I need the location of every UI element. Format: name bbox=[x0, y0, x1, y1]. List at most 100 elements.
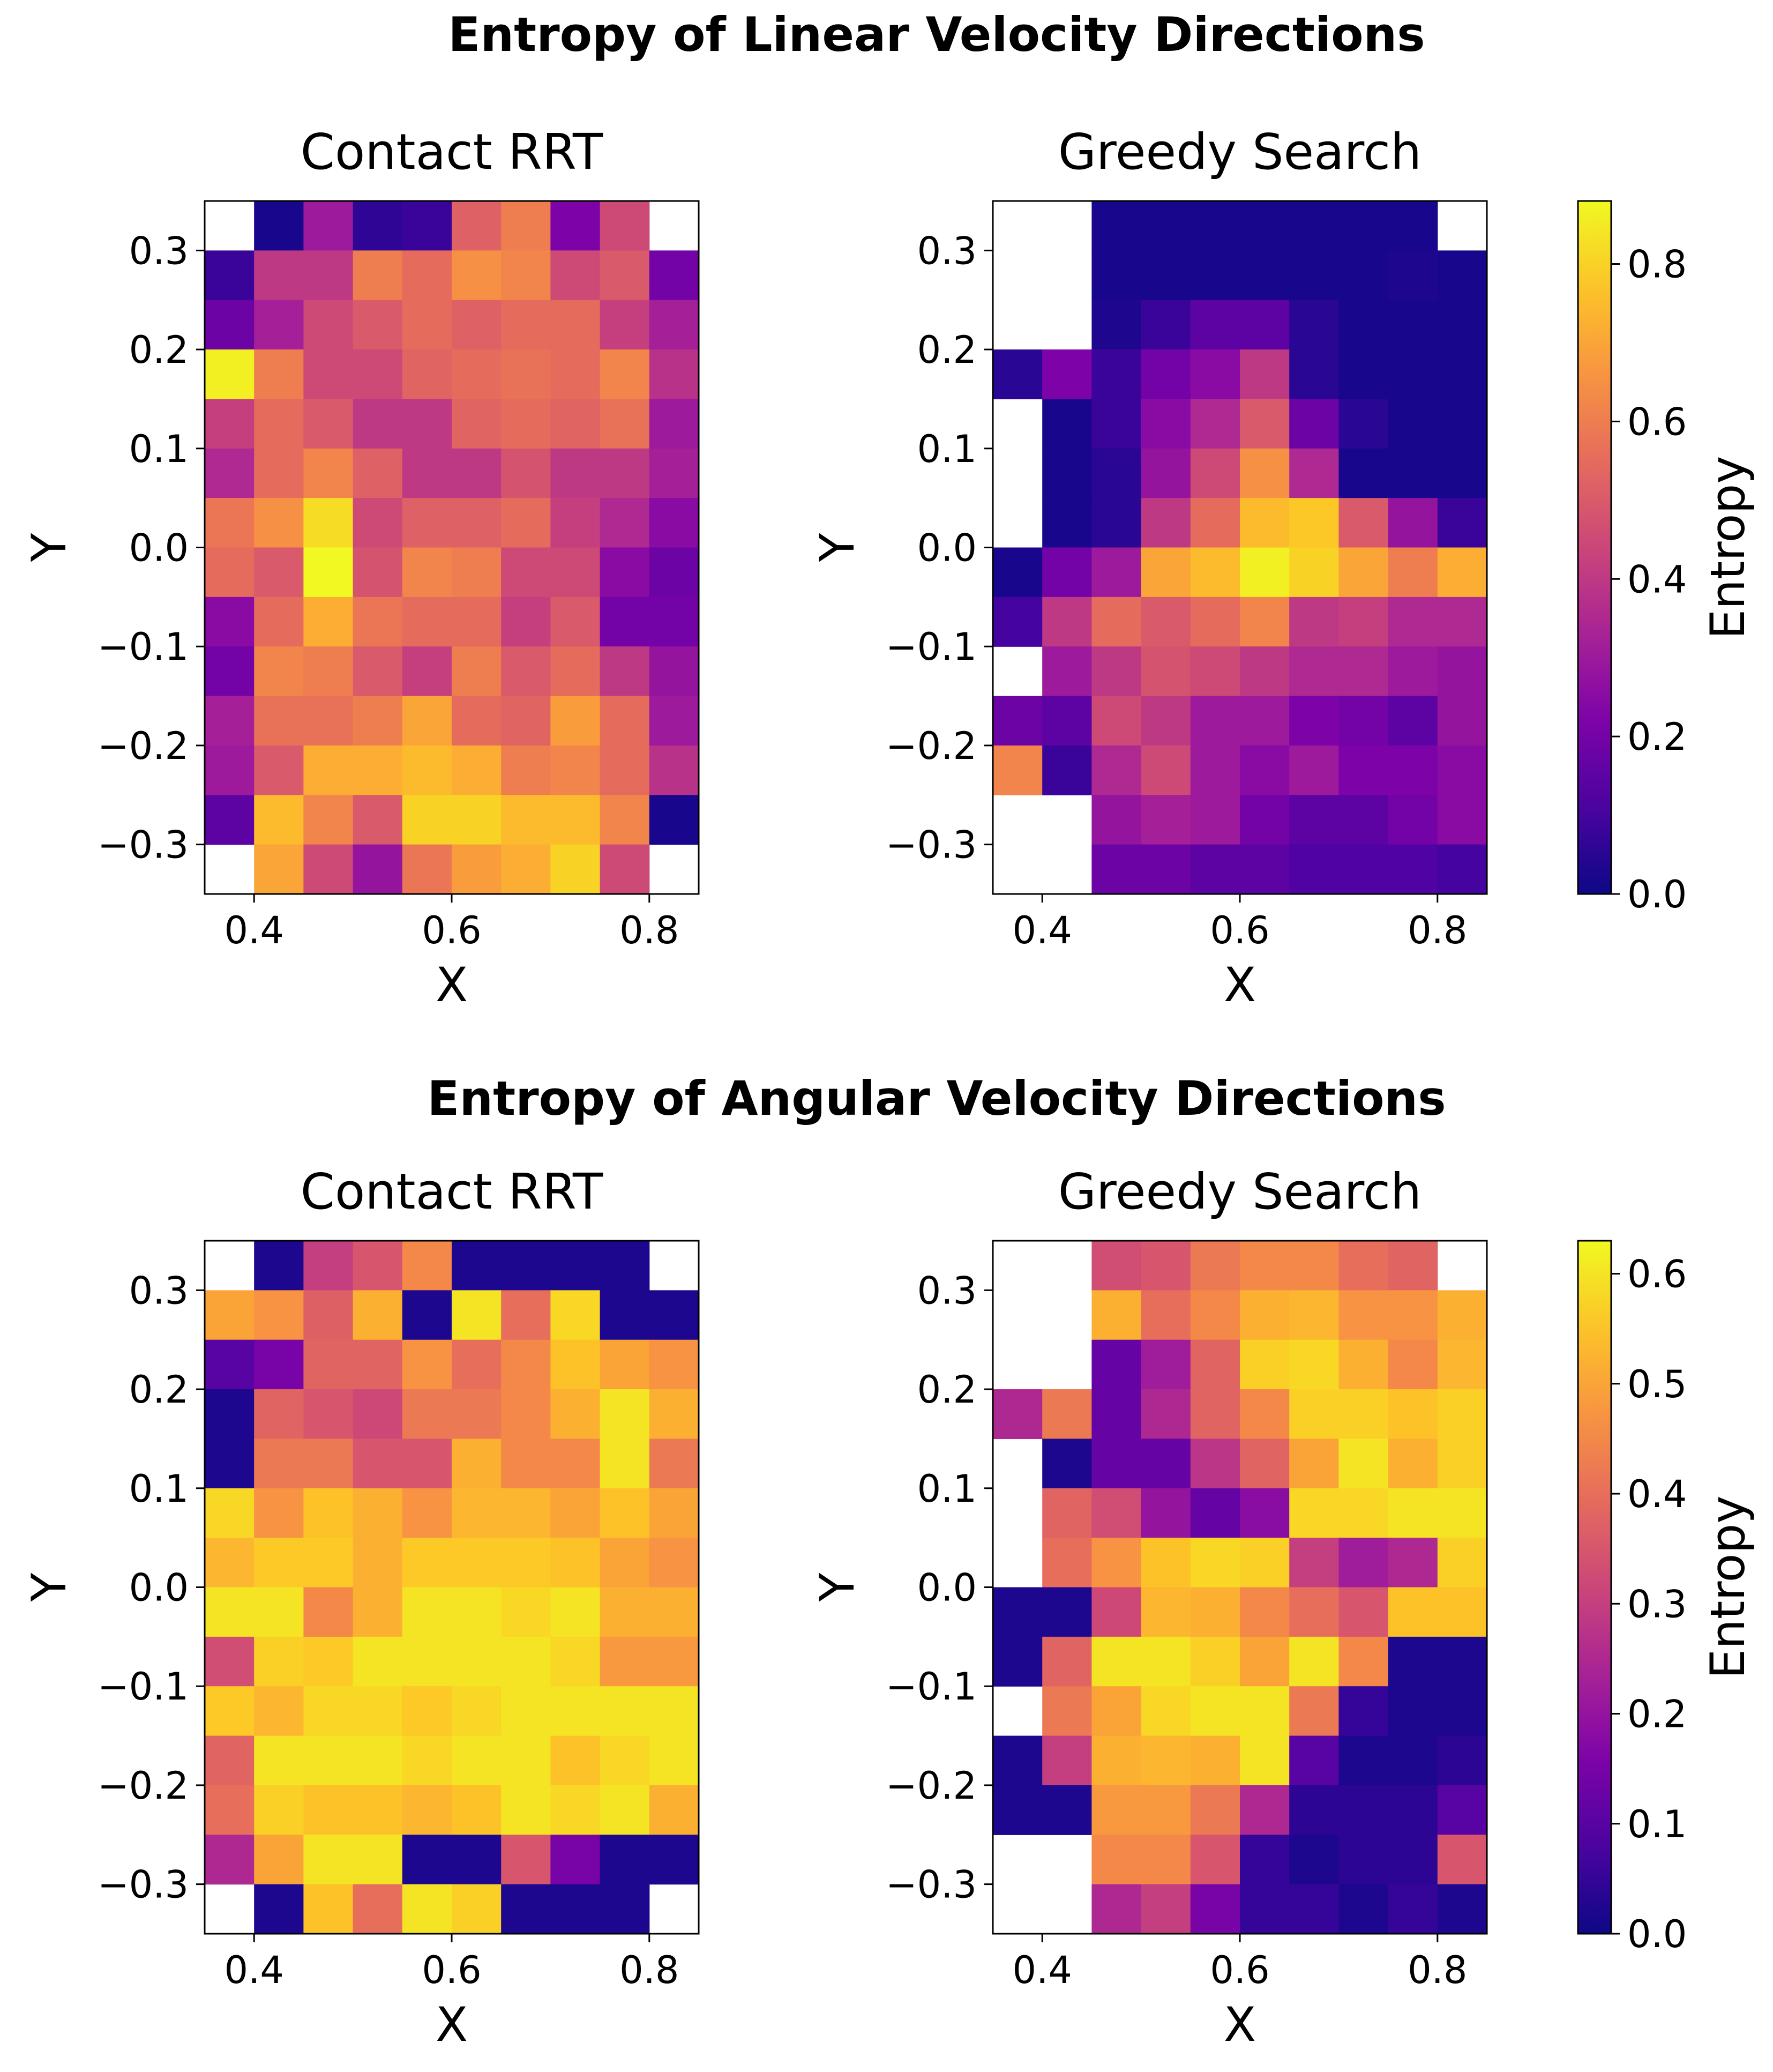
colorbar-tick-label: 0.6 bbox=[1627, 1253, 1687, 1296]
heatmap-cell bbox=[600, 1538, 650, 1588]
heatmap-cell bbox=[1042, 646, 1092, 697]
heatmap-cell bbox=[254, 696, 304, 746]
heatmap-cell bbox=[550, 1339, 601, 1390]
heatmap-cell bbox=[1190, 498, 1240, 548]
y-tick-label: 0.1 bbox=[129, 427, 189, 471]
heatmap-cell bbox=[649, 1439, 699, 1489]
heatmap-cell bbox=[303, 1439, 354, 1489]
heatmap-cell bbox=[649, 1735, 699, 1786]
heatmap-cell bbox=[1141, 1439, 1191, 1489]
heatmap-cell bbox=[402, 1785, 452, 1835]
heatmap-cell bbox=[353, 1884, 403, 1934]
colorbar-tick-label: 0.1 bbox=[1627, 1802, 1687, 1846]
heatmap-cell bbox=[1437, 1735, 1487, 1786]
heatmap-cell bbox=[550, 1587, 601, 1637]
heatmap-cell bbox=[1141, 250, 1191, 301]
heatmap-cell bbox=[1190, 745, 1240, 795]
heatmap-cell bbox=[254, 1735, 304, 1786]
y-tick-label: 0.3 bbox=[917, 229, 977, 273]
heatmap-cell bbox=[649, 349, 699, 400]
heatmap-cell bbox=[1141, 448, 1191, 498]
x-tick-label: 0.4 bbox=[225, 1948, 284, 1992]
heatmap-cell bbox=[1289, 547, 1339, 598]
heatmap-cell bbox=[254, 547, 304, 598]
heatmap-cell bbox=[1437, 844, 1487, 895]
heatmap-cell bbox=[1289, 349, 1339, 400]
y-axis-label: Y bbox=[21, 1572, 77, 1602]
heatmap-cell bbox=[550, 1389, 601, 1440]
heatmap-cell bbox=[303, 1290, 354, 1340]
heatmap-cell bbox=[600, 646, 650, 697]
heatmap-cell bbox=[1437, 1439, 1487, 1489]
heatmap-cell bbox=[303, 795, 354, 845]
heatmap-cell bbox=[649, 300, 699, 350]
x-tick-label: 0.8 bbox=[1408, 908, 1467, 952]
heatmap-cell bbox=[254, 1785, 304, 1835]
heatmap-cell bbox=[1190, 795, 1240, 845]
heatmap-cell bbox=[1437, 1686, 1487, 1736]
heatmap-cell bbox=[1437, 1389, 1487, 1440]
heatmap-cell bbox=[1240, 597, 1290, 647]
y-tick-label: −0.2 bbox=[98, 1764, 189, 1808]
heatmap-cell bbox=[353, 1389, 403, 1440]
heatmap-cell bbox=[254, 448, 304, 498]
heatmap-cell bbox=[550, 1735, 601, 1786]
heatmap-cell bbox=[550, 448, 601, 498]
heatmap-cell bbox=[649, 1785, 699, 1835]
heatmap-cell bbox=[550, 844, 601, 895]
heatmap-cell bbox=[600, 1884, 650, 1934]
heatmap-cell bbox=[1338, 1488, 1389, 1538]
heatmap-cell bbox=[1289, 745, 1339, 795]
heatmap-cell bbox=[600, 1339, 650, 1390]
heatmap-cell bbox=[1437, 349, 1487, 400]
heatmap-cell bbox=[1437, 646, 1487, 697]
heatmap-cell bbox=[1190, 250, 1240, 301]
heatmap-cell bbox=[1141, 1290, 1191, 1340]
heatmap-cell bbox=[1388, 844, 1438, 895]
heatmap-cell bbox=[649, 597, 699, 647]
y-tick-label: 0.1 bbox=[129, 1467, 189, 1511]
heatmap-cell bbox=[993, 1785, 1043, 1835]
heatmap-cell bbox=[501, 646, 551, 697]
heatmap-cell bbox=[600, 844, 650, 895]
heatmap-cell bbox=[1437, 1488, 1487, 1538]
heatmap-cell bbox=[1437, 1785, 1487, 1835]
heatmap-cell bbox=[649, 1339, 699, 1390]
heatmap-cell bbox=[254, 1439, 304, 1489]
heatmap-cell bbox=[1091, 1884, 1142, 1934]
heatmap-cell bbox=[1240, 1339, 1290, 1390]
heatmap-cell bbox=[649, 448, 699, 498]
y-axis-label: Y bbox=[810, 533, 865, 562]
heatmap-cell bbox=[353, 300, 403, 350]
heatmap-cell bbox=[1240, 844, 1290, 895]
heatmap-cell bbox=[1289, 795, 1339, 845]
heatmap-cell bbox=[1338, 300, 1389, 350]
heatmap-cell bbox=[205, 448, 255, 498]
heatmap-cell bbox=[402, 1587, 452, 1637]
heatmap-cell bbox=[205, 498, 255, 548]
heatmap-cell bbox=[205, 1488, 255, 1538]
heatmap-cell bbox=[501, 300, 551, 350]
heatmap-cell bbox=[501, 201, 551, 251]
heatmap-cell bbox=[353, 696, 403, 746]
heatmap-cell bbox=[353, 1339, 403, 1390]
heatmap-cell bbox=[402, 300, 452, 350]
heatmap-cell bbox=[1141, 795, 1191, 845]
heatmap-cell bbox=[1338, 201, 1389, 251]
heatmap-cell bbox=[1141, 1587, 1191, 1637]
heatmap-cell bbox=[205, 349, 255, 400]
heatmap-cell bbox=[993, 1389, 1043, 1440]
heatmap-cell bbox=[501, 1488, 551, 1538]
x-axis-label: X bbox=[436, 1997, 468, 2052]
colorbar-tick-label: 0.8 bbox=[1627, 243, 1687, 287]
heatmap-cell bbox=[1338, 1884, 1389, 1934]
heatmap-cell bbox=[550, 1488, 601, 1538]
heatmap-cell bbox=[402, 250, 452, 301]
heatmap-cell bbox=[1141, 547, 1191, 598]
heatmap-cell bbox=[501, 1735, 551, 1786]
x-tick-label: 0.6 bbox=[1210, 1948, 1269, 1992]
heatmap-cell bbox=[254, 745, 304, 795]
heatmap-cell bbox=[1338, 349, 1389, 400]
heatmap-cell bbox=[1141, 1686, 1191, 1736]
heatmap-cell bbox=[353, 1241, 403, 1291]
